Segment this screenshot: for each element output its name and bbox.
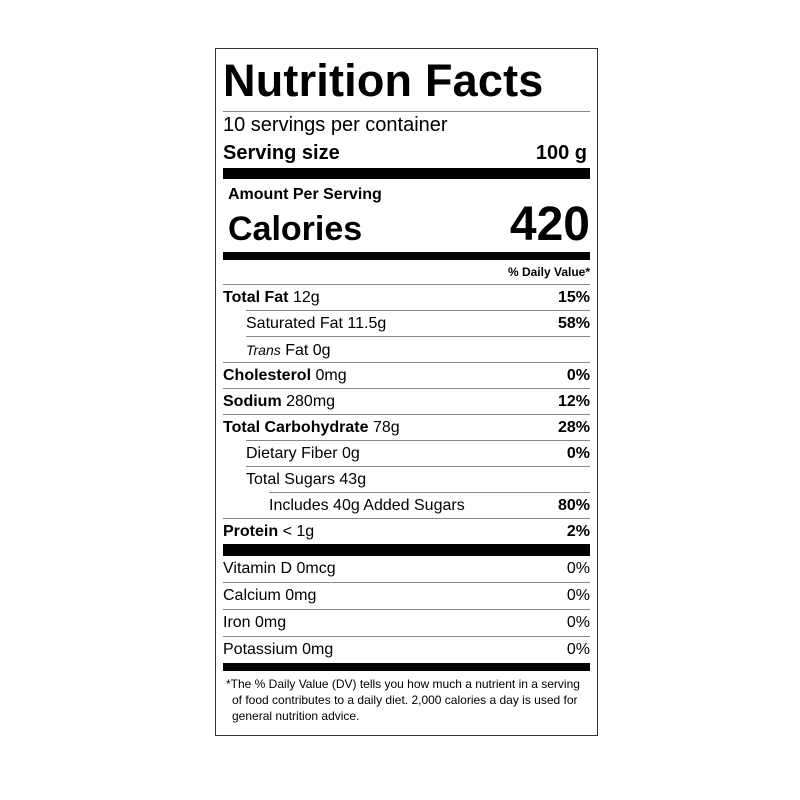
- nutrient-amount: 0g: [312, 342, 331, 359]
- nutrient-name: Sodium: [223, 393, 282, 410]
- nutrient-row-sodium: Sodium 280mg 12%: [223, 388, 590, 414]
- nutrient-name: Total Sugars: [246, 471, 335, 488]
- nutrient-row-total-fat: Total Fat 12g 15%: [223, 284, 590, 310]
- serving-size-value: 100 g: [535, 142, 587, 164]
- vitamin-row-potassium: Potassium 0mg 0%: [223, 636, 590, 663]
- nutrient-name: Dietary Fiber: [246, 445, 338, 462]
- nutrient-amount: 0mg: [315, 367, 347, 384]
- amount-per-serving: Amount Per Serving: [228, 186, 382, 203]
- nutrient-name: Includes 40g Added Sugars: [269, 497, 465, 514]
- nutrient-dv: 28%: [557, 419, 590, 436]
- nutrient-amount: 0g: [342, 445, 360, 462]
- nutrient-name: Saturated Fat: [246, 315, 343, 332]
- nutrient-name: Cholesterol: [223, 367, 312, 384]
- nutrient-row-cholesterol: Cholesterol 0mg 0%: [223, 362, 590, 388]
- nutrient-amount: 11.5g: [347, 315, 387, 332]
- nutrient-row-dietary-fiber: Dietary Fiber 0g 0%: [246, 440, 590, 466]
- thick-divider: [223, 663, 590, 671]
- calories-value: 420: [509, 198, 590, 251]
- calories-label: Calories: [228, 210, 363, 248]
- servings-per-container: 10 servings per container: [223, 114, 448, 136]
- nutrient-row-total-carbohydrate: Total Carbohydrate 78g 28%: [223, 414, 590, 440]
- nutrient-dv: 58%: [557, 315, 590, 332]
- nutrient-amount: 43g: [339, 471, 367, 488]
- nutrient-row-total-sugars: Total Sugars 43g: [246, 466, 590, 492]
- vitamin-name: Calcium 0mg: [223, 587, 317, 604]
- nutrient-name: Total Carbohydrate: [223, 419, 369, 436]
- nutrient-amount: < 1g: [282, 523, 315, 540]
- vitamin-name: Vitamin D 0mcg: [223, 560, 336, 577]
- serving-size-label: Serving size: [223, 142, 340, 164]
- divider: [223, 111, 590, 112]
- vitamin-name: Potassium 0mg: [223, 641, 334, 658]
- vitamin-row-vitamin-d: Vitamin D 0mcg 0%: [223, 556, 590, 582]
- nutrient-dv: 0%: [566, 367, 590, 384]
- nutrient-name-italic: Trans: [246, 342, 281, 358]
- nutrient-amount: 78g: [372, 419, 400, 436]
- nutrient-dv: 15%: [557, 289, 590, 306]
- vitamin-dv: 0%: [566, 614, 590, 631]
- nutrient-row-protein: Protein < 1g 2%: [223, 518, 590, 544]
- footnote: *The % Daily Value (DV) tells you how mu…: [226, 677, 580, 723]
- nutrient-dv: 0%: [566, 445, 590, 462]
- nutrient-row-saturated-fat: Saturated Fat 11.5g 58%: [246, 310, 590, 336]
- nutrient-dv: 2%: [566, 523, 590, 540]
- nutrient-row-added-sugars: Includes 40g Added Sugars 80%: [269, 492, 590, 518]
- nutrient-name: Protein: [223, 523, 279, 540]
- thick-divider: [223, 544, 590, 556]
- nutrient-name: Fat: [285, 342, 309, 359]
- vitamin-name: Iron 0mg: [223, 614, 287, 631]
- nutrient-row-trans-fat: Trans Fat 0g: [246, 336, 590, 362]
- nutrient-amount: 12g: [292, 289, 320, 306]
- vitamin-row-calcium: Calcium 0mg 0%: [223, 582, 590, 609]
- daily-value-header: % Daily Value*: [507, 265, 590, 279]
- nutrient-dv: 12%: [557, 393, 590, 410]
- calories-row: Calories 420: [223, 201, 590, 249]
- serving-size: Serving size 100 g: [223, 138, 590, 168]
- nutrition-facts-label: Nutrition Facts 10 servings per containe…: [215, 48, 598, 736]
- nutrient-amount: 280mg: [286, 393, 336, 410]
- thick-divider: [223, 168, 590, 179]
- nutrient-dv: 80%: [557, 497, 590, 514]
- vitamin-dv: 0%: [566, 587, 590, 604]
- nutrient-name: Total Fat: [223, 289, 289, 306]
- thick-divider: [223, 252, 590, 260]
- vitamin-row-iron: Iron 0mg 0%: [223, 609, 590, 636]
- vitamin-dv: 0%: [566, 560, 590, 577]
- label-title: Nutrition Facts: [223, 55, 544, 106]
- vitamin-dv: 0%: [566, 641, 590, 658]
